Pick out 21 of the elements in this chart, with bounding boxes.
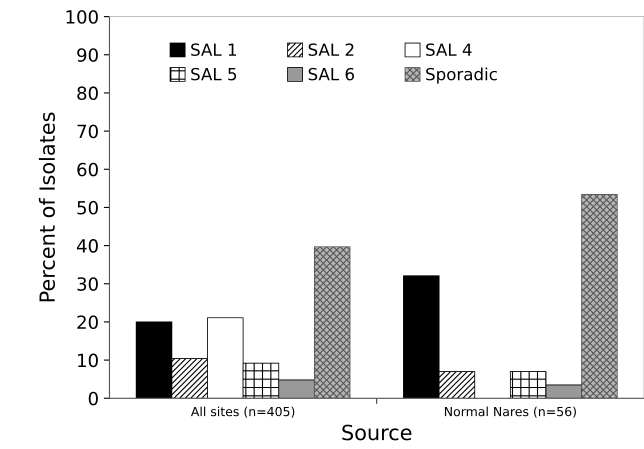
y-tick-label: 30 [77,277,98,291]
y-tick-label: 60 [77,162,98,176]
legend-label: SAL 2 [308,43,354,56]
legend-label: SAL 4 [426,43,472,56]
y-tick-label: 20 [77,315,98,330]
legend-label: SAL 6 [308,68,354,80]
y-tick-label: 100 [66,10,98,24]
legend-label: SAL 5 [191,68,236,80]
y-tick-label: 40 [76,239,98,253]
x-axis-title: Source [342,424,412,440]
legend-label: Sporadic [426,68,497,84]
y-tick-label: 80 [77,86,98,100]
x-tick-label: Normal Nares (n=56) [444,406,576,418]
x-tick-label: All sites (n=405) [190,406,294,418]
y-tick-label: 90 [77,48,98,62]
legend-label: SAL 1 [191,43,236,56]
y-axis-title: Percent of Isolates [38,112,56,302]
y-tick-label: 10 [78,354,98,368]
y-tick-label: 70 [78,124,98,138]
y-tick-label: 50 [77,200,98,215]
y-tick-label: 0 [88,392,98,406]
